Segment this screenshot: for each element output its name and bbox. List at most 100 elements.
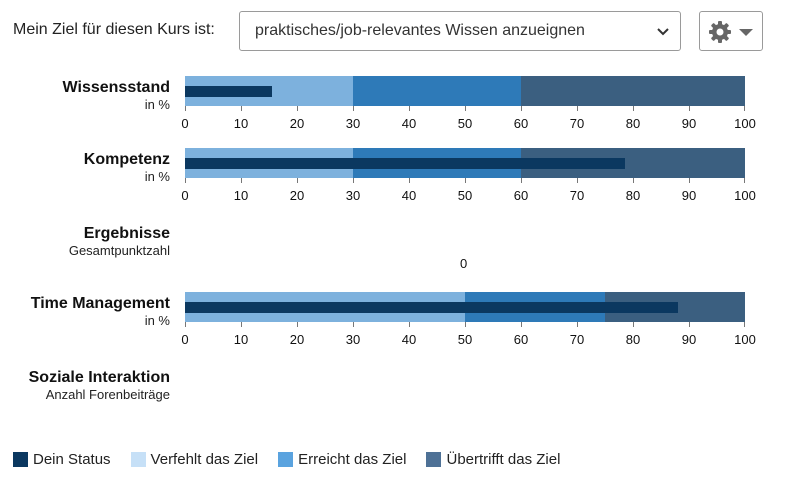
axis-tick — [577, 178, 578, 183]
axis-tick — [241, 106, 242, 111]
axis-tick — [521, 106, 522, 111]
axis-tick — [465, 106, 466, 111]
axis-wissensstand: 0 10 20 30 40 50 60 70 80 90 100 — [181, 106, 756, 131]
legend-label: Erreicht das Ziel — [298, 450, 407, 468]
legend-item-missed: Verfehlt das Ziel — [130, 450, 259, 468]
axis-tick-label: 60 — [513, 116, 529, 131]
axis-tick — [465, 178, 466, 183]
axis-tick-label: 20 — [289, 188, 305, 203]
legend-label: Verfehlt das Ziel — [150, 450, 259, 468]
metric-title: Soziale Interaktion — [28, 369, 170, 386]
metric-subtitle: Anzahl Forenbeiträge — [45, 387, 170, 402]
axis-tick-label: 40 — [401, 116, 417, 131]
gear-icon — [709, 21, 731, 43]
axis-tick — [353, 322, 354, 327]
metric-subtitle: in % — [144, 97, 170, 112]
metric-title: Ergebnisse — [83, 225, 170, 242]
axis-tick-label: 30 — [345, 332, 361, 347]
axis-tick-label: 50 — [457, 116, 473, 131]
metric-title: Time Management — [30, 295, 170, 312]
axis-tick-label: 50 — [457, 332, 473, 347]
legend-swatch — [13, 451, 28, 467]
axis-tick-label: 10 — [233, 116, 249, 131]
metric-kompetenz: Kompetenz in % 0 10 20 30 40 50 60 70 80 90 100 — [0, 148, 800, 203]
axis-tick-label: 80 — [625, 332, 641, 347]
axis-tick — [744, 178, 745, 183]
settings-button[interactable] — [699, 11, 763, 51]
chevron-down-icon — [657, 28, 669, 36]
axis-tick — [409, 106, 410, 111]
axis-tick-label: 40 — [401, 188, 417, 203]
axis-tick — [744, 322, 745, 327]
goal-select-value: praktisches/job-relevantes Wissen anzuei… — [255, 22, 585, 39]
axis-tick-label: 50 — [457, 188, 473, 203]
axis-tick-label: 20 — [289, 116, 305, 131]
axis-tick — [409, 178, 410, 183]
ergebnisse-value: 0 — [460, 256, 468, 271]
axis-tick — [521, 178, 522, 183]
axis-tick — [353, 106, 354, 111]
metric-title: Wissensstand — [62, 79, 170, 96]
goal-row: Mein Ziel für diesen Kurs ist: praktisch… — [0, 0, 800, 64]
axis-tick — [185, 178, 186, 183]
axis-tick — [577, 322, 578, 327]
axis-tick — [185, 106, 186, 111]
legend-label: Übertrifft das Ziel — [446, 450, 561, 468]
legend-label: Dein Status — [33, 450, 111, 468]
axis-tick — [689, 322, 690, 327]
legend-item-exceeded: Übertrifft das Ziel — [426, 451, 560, 468]
legend-swatch — [426, 451, 442, 467]
metric-subtitle: in % — [144, 313, 170, 328]
axis-tick-label: 0 — [181, 332, 189, 347]
metric-time-management: Time Management in % 0 10 20 30 40 50 60 70 80 90… — [0, 292, 800, 347]
axis-tick — [297, 322, 298, 327]
metric-wissensstand: Wissensstand in % 0 10 20 30 40 50 60 70 80 90 100 — [0, 76, 800, 131]
metric-subtitle: in % — [144, 169, 170, 184]
axis-tick — [297, 178, 298, 183]
axis-tick-label: 70 — [569, 332, 585, 347]
goal-label: Mein Ziel für diesen Kurs ist: — [13, 21, 215, 38]
axis-tick — [689, 178, 690, 183]
axis-tick — [353, 178, 354, 183]
axis-tick-label: 70 — [569, 188, 585, 203]
axis-tick-label: 40 — [401, 332, 417, 347]
axis-tick-label: 30 — [345, 116, 361, 131]
axis-tick-label: 0 — [181, 116, 189, 131]
bullet-chart-wissensstand — [185, 76, 745, 106]
axis-tick — [744, 106, 745, 111]
axis-tick-label: 30 — [345, 188, 361, 203]
axis-tick — [185, 322, 186, 327]
axis-tick-label: 100 — [734, 188, 756, 203]
status-bar — [185, 302, 678, 313]
status-bar — [185, 86, 272, 97]
axis-tick — [409, 322, 410, 327]
legend-swatch — [278, 451, 294, 467]
band-reached — [353, 76, 521, 106]
legend-swatch — [130, 451, 146, 467]
caret-down-icon — [739, 29, 753, 36]
axis-tick — [689, 106, 690, 111]
axis-tick-label: 80 — [625, 188, 641, 203]
axis-tick-label: 80 — [625, 116, 641, 131]
axis-tick-label: 60 — [513, 188, 529, 203]
axis-tick — [633, 178, 634, 183]
legend: Dein Status Verfehlt das Ziel Erreicht d… — [13, 450, 580, 468]
axis-tick-label: 90 — [681, 332, 697, 347]
axis-tick-label: 100 — [734, 116, 756, 131]
axis-tick — [577, 106, 578, 111]
goal-select[interactable]: praktisches/job-relevantes Wissen anzuei… — [239, 11, 681, 51]
axis-tick-label: 90 — [681, 116, 697, 131]
axis-tick — [241, 322, 242, 327]
axis-tick — [633, 322, 634, 327]
metric-ergebnisse: Ergebnisse Gesamtpunktzahl — [0, 222, 800, 262]
axis-tick-label: 60 — [513, 332, 529, 347]
axis-tick-label: 20 — [289, 332, 305, 347]
status-bar — [185, 158, 625, 169]
metric-title: Kompetenz — [83, 151, 170, 168]
legend-item-reached: Erreicht das Ziel — [278, 451, 406, 468]
metric-subtitle: Gesamtpunktzahl — [68, 243, 170, 258]
axis-tick — [633, 106, 634, 111]
axis-tick — [521, 322, 522, 327]
axis-tick-label: 10 — [233, 332, 249, 347]
axis-tick — [241, 178, 242, 183]
